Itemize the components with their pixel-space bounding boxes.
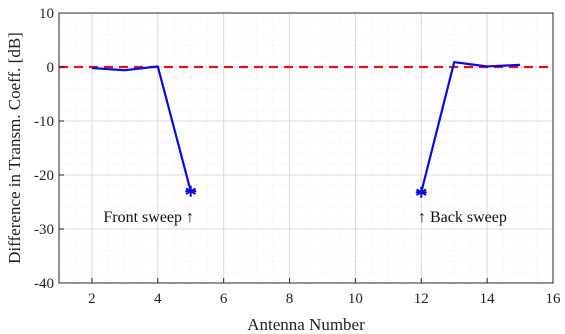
y-tick-label: -30 xyxy=(34,222,54,238)
y-axis-ticks: 10 0 -10 -20 -30 -40 xyxy=(34,6,64,292)
x-tick-label: 16 xyxy=(546,291,562,307)
y-tick-label: -40 xyxy=(34,276,54,292)
x-tick-label: 14 xyxy=(480,291,496,307)
x-tick-label: 10 xyxy=(348,291,363,307)
x-tick-label: 2 xyxy=(88,291,96,307)
y-tick-label: -10 xyxy=(34,114,54,130)
annotation-label: ↑ Back sweep xyxy=(418,209,507,226)
asterisk-marker xyxy=(415,186,427,198)
y-axis-label: Difference in Transm. Coeff. [dB] xyxy=(5,32,24,264)
series-line-2 xyxy=(420,61,521,193)
x-tick-label: 4 xyxy=(154,291,162,307)
x-tick-label: 6 xyxy=(220,291,228,307)
plot-frame xyxy=(58,12,554,284)
x-axis-ticks: 2 4 6 8 10 12 14 16 xyxy=(88,278,561,307)
x-tick-label: 12 xyxy=(414,291,429,307)
y-tick-label: 0 xyxy=(47,60,55,76)
y-tick-label: -20 xyxy=(34,168,54,184)
x-axis-label: Antenna Number xyxy=(247,315,365,334)
markers xyxy=(185,185,427,198)
y-tick-label: 10 xyxy=(39,6,54,22)
asterisk-marker xyxy=(185,185,197,197)
asterisk-stroke xyxy=(185,187,196,195)
x-tick-label: 8 xyxy=(286,291,294,307)
asterisk-stroke xyxy=(416,188,427,196)
series-line-1 xyxy=(91,65,192,192)
annotations: Front sweep ↑ ↑ Back sweep xyxy=(103,209,506,226)
series-group xyxy=(91,61,521,193)
annotation-label: Front sweep ↑ xyxy=(103,209,194,226)
